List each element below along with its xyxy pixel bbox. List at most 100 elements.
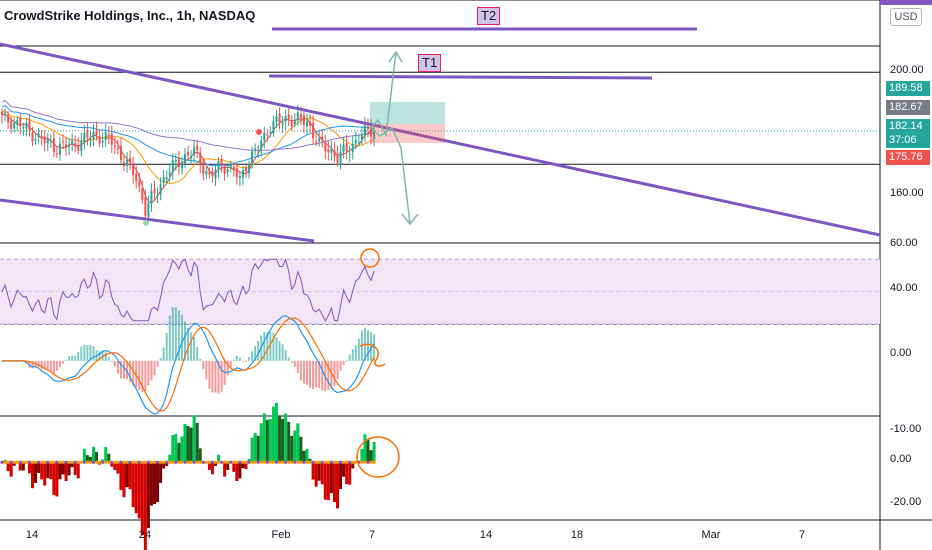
candle-body (336, 153, 339, 163)
momentum-bar (88, 456, 92, 463)
candle-body (257, 150, 260, 152)
candle-body (318, 138, 321, 142)
squeeze-dot (329, 460, 333, 464)
squeeze-dot (85, 460, 89, 464)
candle-body (275, 116, 278, 123)
squeeze-dot (238, 460, 242, 464)
momentum-bar (31, 462, 34, 489)
candle-body (156, 194, 159, 196)
momentum-bar (226, 462, 230, 470)
momentum-bar (210, 462, 214, 475)
candle-body (296, 112, 299, 121)
squeeze-dot (116, 460, 120, 464)
candle-body (40, 135, 43, 139)
squeeze-dot (174, 460, 178, 464)
squeeze-dot (101, 460, 105, 464)
momentum-bar (268, 419, 272, 463)
momentum-bar (140, 462, 144, 535)
squeeze-dot (372, 460, 376, 464)
squeeze-dot (27, 460, 32, 464)
profit-zone (370, 102, 445, 124)
macd-histogram-bar (248, 356, 251, 361)
macd-histogram-bar (159, 358, 162, 361)
momentum-bar (275, 402, 278, 463)
squeeze-dot (76, 460, 80, 464)
squeeze-dot (146, 460, 150, 464)
momentum-bar (296, 423, 300, 463)
momentum-bar (82, 448, 86, 463)
bearish-path-arrow (370, 126, 411, 225)
momentum-bar (116, 462, 120, 474)
squeeze-dot (149, 460, 154, 464)
macd-histogram-bar (162, 347, 165, 361)
squeeze-dot (192, 460, 196, 464)
candle-body (74, 143, 77, 148)
squeeze-dot (128, 460, 132, 464)
squeeze-dot (40, 460, 44, 464)
candle-body (302, 115, 305, 125)
candle-body (95, 129, 98, 136)
macd-histogram-bar (302, 360, 305, 384)
macd-histogram-bar (58, 360, 61, 368)
momentum-bar (336, 462, 339, 509)
squeeze-dot (290, 460, 294, 464)
squeeze-dot (6, 460, 10, 464)
squeeze-dot (342, 460, 346, 464)
candle-body (144, 197, 147, 216)
macd-histogram-bar (147, 360, 150, 386)
candle-body (43, 136, 46, 144)
squeeze-dot (15, 460, 19, 464)
x-tick-24: 24 (138, 529, 152, 541)
momentum-bar (174, 433, 178, 463)
target-t2-label[interactable]: T2 (477, 7, 501, 25)
candle-body (190, 156, 193, 158)
squeeze-dot (88, 460, 93, 464)
squeeze-dot (241, 460, 245, 464)
macd-histogram-bar (77, 351, 80, 361)
macd-histogram-bar (354, 345, 357, 361)
x-tick-mar: Mar (701, 529, 721, 541)
macd-histogram-bar (107, 357, 110, 361)
macd-histogram-bar (257, 340, 260, 361)
momentum-bar (137, 462, 141, 519)
currency-button[interactable]: USD (890, 8, 922, 26)
target-t1-label[interactable]: T1 (418, 54, 442, 72)
momentum-bar (76, 462, 80, 479)
momentum-bar (113, 462, 117, 471)
macd-histogram-bar (296, 360, 299, 374)
macd-histogram-bar (92, 346, 95, 361)
candle-body (22, 127, 25, 129)
macd-histogram-bar (31, 360, 34, 369)
momentum-bar (198, 448, 202, 463)
momentum-bar (6, 462, 10, 472)
macd-histogram-bar (165, 332, 168, 361)
candle-body (263, 132, 266, 141)
macd-histogram-bar (129, 360, 132, 383)
momentum-bar (284, 413, 288, 463)
macd-histogram-bar (318, 360, 321, 388)
candle-body (16, 120, 19, 125)
candle-body (284, 116, 287, 122)
moving-average-line (1, 99, 375, 152)
momentum-bar (46, 462, 50, 479)
candle-body (80, 140, 83, 151)
macd-histogram-bar (68, 356, 71, 361)
squeeze-dot (305, 460, 309, 464)
squeeze-dot (216, 460, 221, 464)
momentum-bar (305, 448, 309, 463)
price-label-high: 189.58 (886, 81, 930, 96)
momentum-bar (146, 462, 150, 529)
squeeze-dot (226, 460, 230, 464)
macd-histogram-bar (245, 360, 247, 362)
squeeze-dot (250, 460, 254, 464)
candle-body (357, 142, 360, 144)
momentum-bar (128, 462, 132, 490)
squeeze-dot (82, 460, 86, 464)
x-tick-7: 7 (368, 529, 376, 541)
squeeze-dot (262, 460, 266, 464)
chart-title: CrowdStrike Holdings, Inc., 1h, NASDAQ (4, 8, 256, 23)
squeeze-dot (201, 460, 205, 464)
momentum-bar (345, 462, 349, 485)
momentum-bar (180, 436, 184, 463)
